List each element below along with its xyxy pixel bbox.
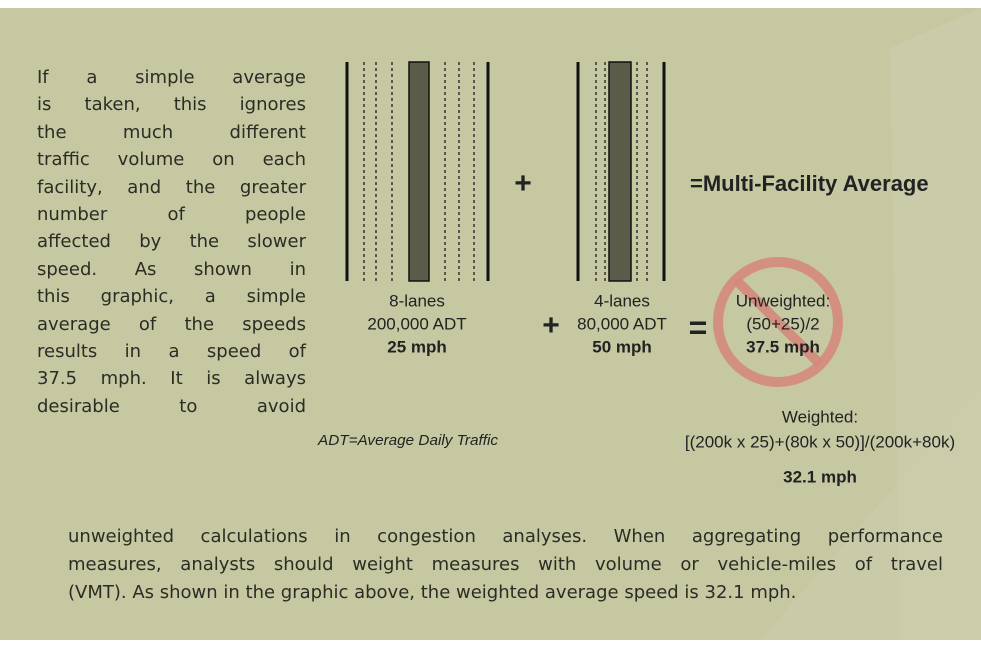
median	[408, 61, 430, 282]
text-line: number of people	[37, 204, 306, 225]
panel: + =Multi-Facility Average 8-lanes 200,00…	[0, 8, 981, 640]
plus: +	[542, 309, 560, 342]
lane-lines	[363, 62, 475, 281]
diagram: + =Multi-Facility Average 8-lanes 200,00…	[317, 61, 955, 486]
adt: 200,000 ADT	[367, 314, 466, 333]
text-line: facility, and the greater	[37, 176, 306, 198]
adt: 80,000 ADT	[577, 314, 667, 333]
unweighted-label: Unweighted:	[736, 291, 831, 310]
text-line: (VMT). As shown in the graphic above, th…	[68, 582, 797, 603]
text-line: unweighted calculations in congestion an…	[68, 526, 943, 547]
graphic: + =Multi-Facility Average 8-lanes 200,00…	[317, 8, 981, 640]
decor	[760, 388, 981, 640]
result-heading: =Multi-Facility Average	[690, 171, 929, 196]
text-line: If a simple average	[37, 67, 306, 88]
text-line: speed. As shown in	[37, 258, 306, 280]
text-line: measures, analysts should weight measure…	[68, 554, 943, 575]
unweighted-formula: (50+25)/2	[746, 314, 819, 333]
equals: =	[689, 309, 708, 345]
lanes: 8-lanes	[389, 291, 445, 310]
unweighted-result: 37.5 mph	[746, 337, 820, 356]
lanes: 4-lanes	[594, 291, 650, 310]
lane-lines	[595, 62, 648, 281]
text-line: desirable to avoid	[37, 395, 306, 417]
text-line: traffic volume on each	[37, 149, 306, 171]
text-line: 37.5 mph. It is always	[37, 368, 306, 390]
text-line: average of the speeds	[37, 313, 306, 335]
plus: +	[514, 167, 532, 200]
no-sign-slash	[732, 276, 824, 368]
speed: 50 mph	[592, 337, 652, 356]
text-line: this graphic, a simple	[37, 286, 306, 308]
text-line: is taken, this ignores	[37, 94, 306, 116]
speed: 25 mph	[387, 337, 447, 356]
no-sign	[713, 257, 843, 387]
text-line: the much different	[37, 121, 306, 143]
weighted-result: 32.1 mph	[783, 467, 857, 486]
median	[608, 61, 632, 282]
note: ADT=Average Daily Traffic	[317, 432, 499, 449]
weighted-formula: [(200k x 25)+(80k x 50)]/(200k+80k)	[685, 432, 955, 451]
text-line: affected by the slower	[37, 231, 306, 253]
weighted-label: Weighted:	[782, 407, 858, 426]
text-line: results in a speed of	[37, 341, 306, 362]
